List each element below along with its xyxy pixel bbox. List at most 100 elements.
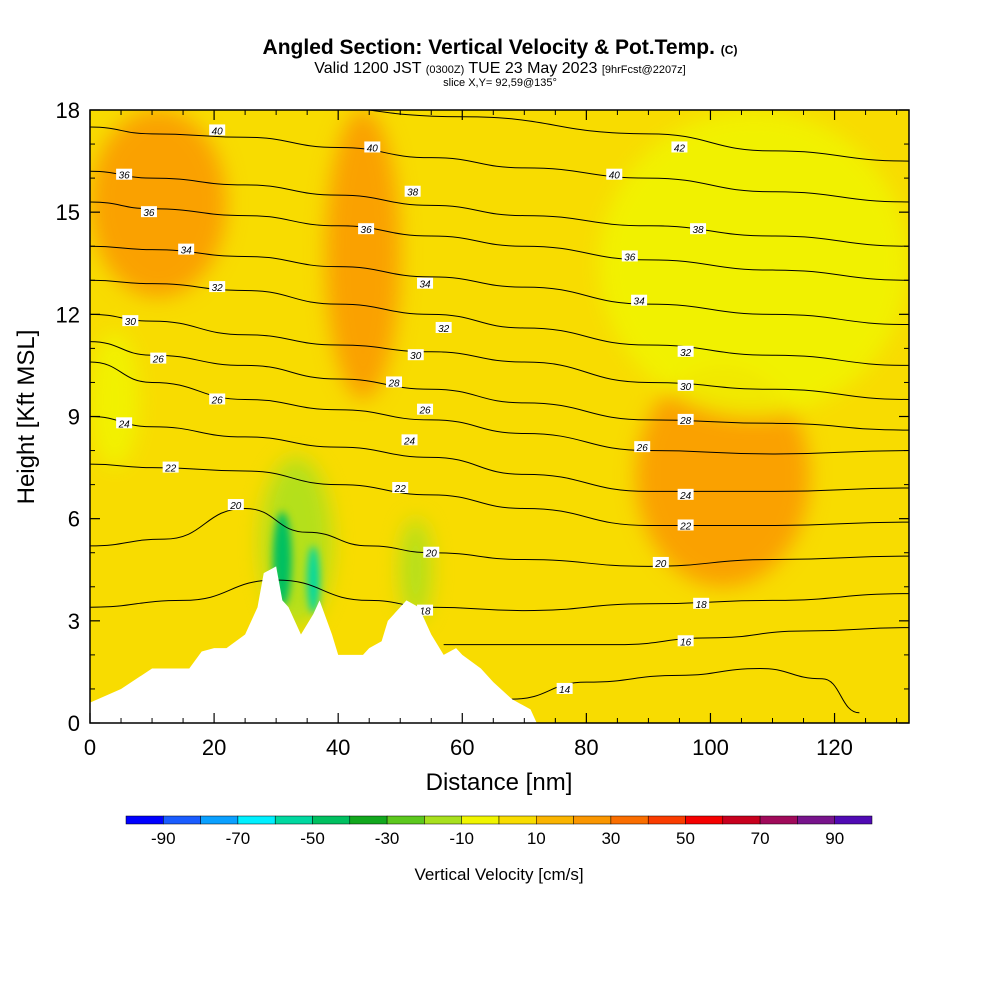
colorbar-swatch-0: [125, 815, 164, 825]
x-tick-label-120: 120: [816, 735, 853, 760]
svg-text:14: 14: [559, 685, 571, 696]
theta-contour-40: [90, 126, 909, 203]
colorbar-swatch-16: [722, 815, 761, 825]
chart-valid-time: Valid 1200 JST (0300Z) TUE 23 May 2023 […: [0, 60, 1000, 78]
colorbar-tick-30: 30: [601, 829, 620, 848]
contour-label-8: 38: [690, 223, 707, 236]
svg-text:36: 36: [143, 208, 155, 219]
svg-text:22: 22: [164, 464, 177, 475]
colorbar-swatch-14: [647, 815, 686, 825]
colorbar-label: Vertical Velocity [cm/s]: [414, 865, 583, 884]
slice-info: slice X,Y= 92,59@135°: [443, 77, 557, 89]
velocity-region-1: [307, 545, 320, 615]
y-tick-label-15: 15: [56, 200, 80, 225]
contour-label-12: 34: [417, 277, 434, 291]
x-axis-label: Distance [nm]: [426, 769, 573, 796]
contour-label-25: 24: [401, 434, 418, 447]
svg-text:32: 32: [680, 348, 692, 359]
velocity-region-3: [400, 518, 432, 621]
contour-label-22: 26: [417, 403, 434, 417]
colorbar-tick-70: 70: [751, 829, 770, 848]
contour-label-20: 30: [677, 379, 694, 393]
contour-label-33: 20: [652, 556, 669, 570]
contour-label-29: 24: [677, 488, 694, 502]
svg-text:40: 40: [609, 171, 621, 182]
svg-text:16: 16: [680, 637, 692, 648]
theta-contour-24: [90, 416, 909, 492]
svg-text:36: 36: [624, 252, 636, 263]
chart-title-main: Angled Section: Vertical Velocity & Pot.…: [262, 36, 715, 59]
contour-label-3: 36: [116, 168, 133, 182]
svg-text:24: 24: [679, 491, 692, 502]
theta-contour-22: [90, 463, 909, 526]
y-axis-label: Height [Kft MSL]: [13, 330, 40, 505]
theta-contours: [90, 110, 909, 714]
colorbar-swatch-5: [312, 815, 351, 825]
y-tick-label-3: 3: [68, 609, 80, 634]
y-tick-label-0: 0: [68, 711, 80, 736]
colorbar-swatch-7: [386, 815, 425, 825]
svg-text:36: 36: [361, 225, 373, 236]
contour-label-14: 30: [122, 315, 139, 328]
svg-text:28: 28: [679, 416, 692, 427]
contour-label-18: 32: [677, 345, 694, 359]
theta-contour-18: [90, 579, 909, 612]
contour-label-4: 40: [606, 168, 623, 182]
svg-text:26: 26: [418, 406, 431, 417]
contour-label-0: 40: [209, 124, 226, 137]
colorbar-swatch-8: [424, 815, 462, 825]
svg-text:32: 32: [438, 324, 450, 335]
svg-text:38: 38: [692, 225, 704, 236]
contour-label-30: 20: [227, 499, 244, 512]
svg-text:26: 26: [152, 355, 165, 366]
velocity-region-6: [325, 110, 401, 400]
colorbar-swatch-10: [498, 815, 537, 825]
colorbar-tick-10: 10: [527, 829, 546, 848]
velocity-field: [90, 110, 909, 723]
svg-text:18: 18: [419, 607, 431, 618]
svg-text:20: 20: [654, 559, 667, 570]
contour-label-24: 24: [116, 417, 133, 430]
contour-label-2: 42: [671, 141, 688, 154]
svg-text:34: 34: [419, 280, 431, 291]
contour-label-1: 40: [364, 141, 381, 154]
svg-text:30: 30: [680, 382, 692, 393]
theta-contour-38: [90, 170, 909, 247]
contour-label-10: 36: [621, 250, 638, 263]
svg-text:40: 40: [367, 143, 379, 154]
svg-text:30: 30: [125, 317, 137, 328]
svg-text:24: 24: [118, 419, 131, 430]
colorbar-swatch-4: [274, 815, 313, 825]
colorbar-swatch-2: [200, 815, 239, 825]
svg-text:26: 26: [636, 443, 649, 454]
contour-label-9: 34: [178, 243, 195, 257]
x-tick-label-100: 100: [692, 735, 729, 760]
contour-label-31: 22: [677, 519, 694, 532]
colorbar-swatch-13: [610, 815, 649, 825]
contour-label-5: 38: [404, 185, 421, 199]
valid-zulu: (0300Z): [425, 64, 465, 76]
contour-label-11: 32: [209, 281, 226, 294]
colorbar-swatch-18: [797, 815, 835, 825]
theta-contour-42: [365, 110, 909, 162]
colorbar-tick--70: -70: [226, 829, 251, 848]
contour-label-13: 34: [631, 294, 648, 308]
colorbar-tick--90: -90: [151, 829, 176, 848]
contour-label-27: 22: [162, 461, 179, 475]
contour-label-6: 36: [140, 206, 157, 219]
svg-text:26: 26: [211, 395, 224, 406]
colorbar-swatch-17: [759, 815, 798, 825]
terrain-mask: [90, 566, 537, 723]
theta-contour-34: [90, 245, 909, 326]
contour-label-28: 22: [392, 482, 409, 495]
svg-text:40: 40: [212, 126, 224, 137]
theta-contour-20: [90, 507, 909, 567]
chart-title: Angled Section: Vertical Velocity & Pot.…: [0, 36, 1000, 60]
theta-contour-36: [90, 201, 909, 281]
contour-label-16: 26: [150, 352, 167, 366]
svg-text:18: 18: [696, 600, 708, 611]
theta-contour-28: [90, 341, 909, 431]
valid-date: TUE 23 May 2023: [468, 60, 598, 77]
svg-text:42: 42: [674, 143, 686, 154]
